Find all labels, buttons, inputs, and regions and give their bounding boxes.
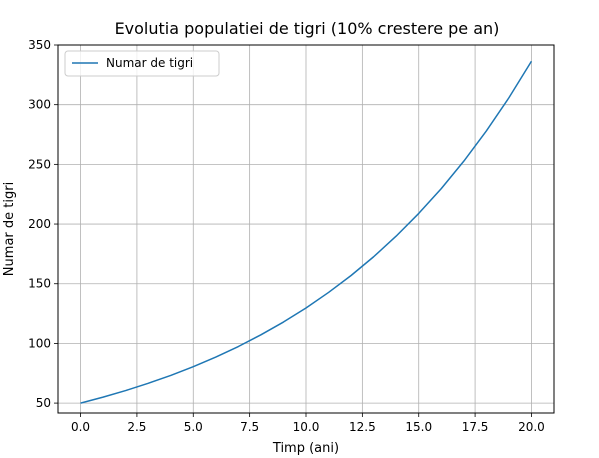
x-axis-label: Timp (ani) xyxy=(272,441,339,456)
x-tick-label: 7.5 xyxy=(240,420,259,434)
y-tick-label: 250 xyxy=(28,157,51,171)
chart-title: Evolutia populatiei de tigri (10% creste… xyxy=(115,19,500,38)
x-axis-ticks: 0.0 2.5 5.0 7.5 10.0 12.5 15.0 17.5 20.0 xyxy=(71,413,545,434)
grid xyxy=(58,44,554,413)
x-tick-label: 17.5 xyxy=(462,420,489,434)
y-tick-label: 200 xyxy=(28,217,51,231)
y-axis-ticks: 50 100 150 200 250 300 350 xyxy=(28,38,58,410)
y-axis-label: Numar de tigri xyxy=(2,182,17,276)
series-line xyxy=(80,60,533,404)
x-tick-label: 10.0 xyxy=(293,420,320,434)
y-tick-label: 50 xyxy=(36,396,51,410)
y-tick-label: 300 xyxy=(28,98,51,112)
x-tick-label: 2.5 xyxy=(127,420,146,434)
x-tick-label: 12.5 xyxy=(349,420,376,434)
legend-entry-label: Numar de tigri xyxy=(106,56,193,70)
y-tick-label: 350 xyxy=(28,38,51,52)
legend: Numar de tigri xyxy=(64,50,220,77)
x-tick-label: 5.0 xyxy=(184,420,203,434)
y-tick-label: 100 xyxy=(28,336,51,350)
x-tick-label: 0.0 xyxy=(71,420,90,434)
series-layer xyxy=(80,60,533,404)
y-tick-label: 150 xyxy=(28,277,51,291)
x-tick-label: 15.0 xyxy=(405,420,432,434)
legend-box xyxy=(64,50,220,77)
x-tick-label: 20.0 xyxy=(518,420,545,434)
